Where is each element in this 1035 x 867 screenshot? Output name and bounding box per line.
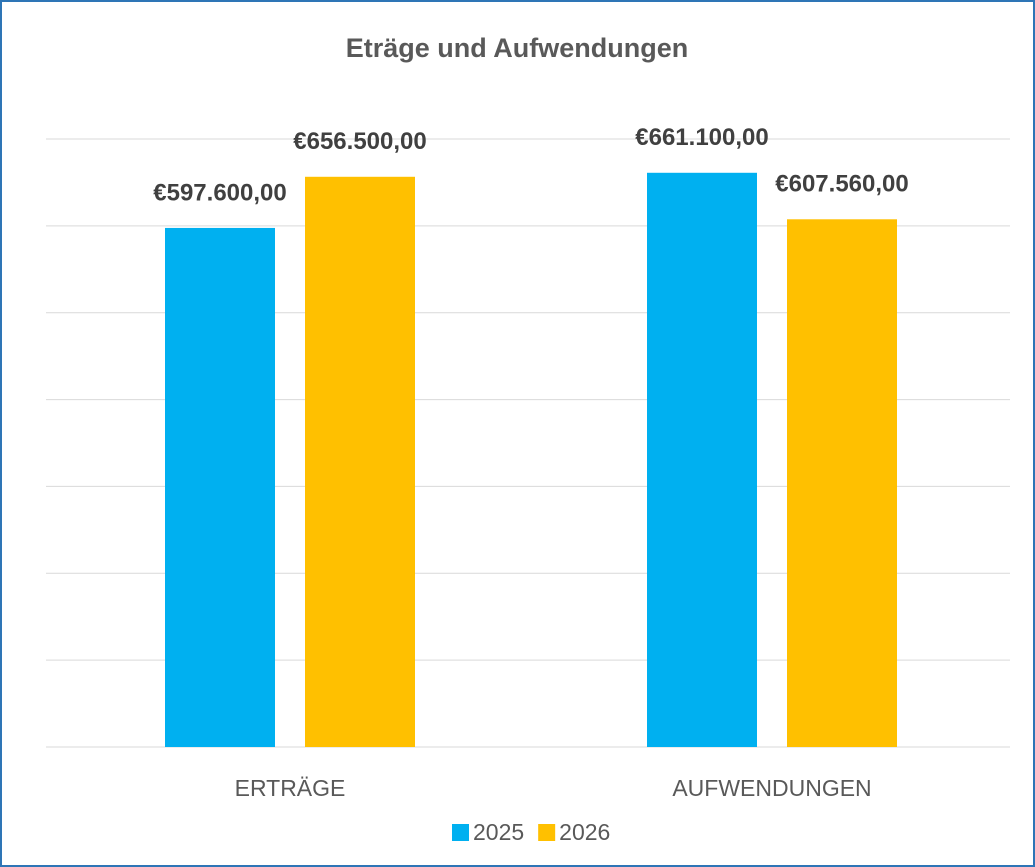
chart-title: Eträge und Aufwendungen — [346, 33, 688, 63]
legend-swatch — [452, 824, 469, 841]
value-label: €597.600,00 — [153, 179, 286, 206]
legend-label: 2026 — [559, 819, 610, 845]
bar — [305, 176, 415, 748]
bar — [165, 227, 275, 747]
x-tick-label: ERTRÄGE — [235, 775, 346, 801]
bar — [787, 219, 897, 747]
legend-label: 2025 — [473, 819, 524, 845]
value-label: €661.100,00 — [635, 124, 768, 151]
bar — [647, 172, 757, 748]
legend-swatch — [538, 824, 556, 841]
value-label: €656.500,00 — [293, 128, 426, 155]
x-tick-label: AUFWENDUNGEN — [672, 775, 871, 801]
value-label: €607.560,00 — [775, 171, 908, 198]
